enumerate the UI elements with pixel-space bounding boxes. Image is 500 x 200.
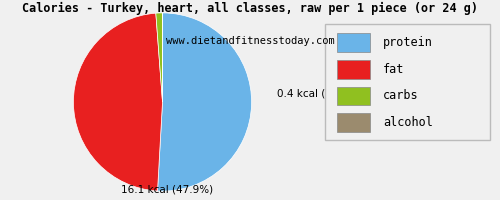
FancyBboxPatch shape bbox=[325, 24, 490, 140]
Wedge shape bbox=[158, 13, 252, 191]
Ellipse shape bbox=[124, 160, 202, 172]
Text: Calories - Turkey, heart, all classes, raw per 1 piece (or 24 g): Calories - Turkey, heart, all classes, r… bbox=[22, 2, 478, 15]
Bar bbox=[336, 60, 370, 79]
Bar bbox=[336, 87, 370, 105]
Text: alcohol: alcohol bbox=[383, 116, 432, 129]
Wedge shape bbox=[74, 13, 162, 191]
Bar bbox=[336, 113, 370, 132]
Text: fat: fat bbox=[383, 63, 404, 76]
Text: 16.1 kcal (47.9%): 16.1 kcal (47.9%) bbox=[121, 184, 213, 194]
Bar bbox=[336, 33, 370, 52]
Text: carbs: carbs bbox=[383, 89, 418, 102]
Text: protein: protein bbox=[383, 36, 432, 49]
Wedge shape bbox=[156, 13, 162, 102]
Text: 0.4 kcal (1.2%): 0.4 kcal (1.2%) bbox=[276, 88, 355, 98]
Text: www.dietandfitnesstoday.com: www.dietandfitnesstoday.com bbox=[166, 36, 334, 46]
